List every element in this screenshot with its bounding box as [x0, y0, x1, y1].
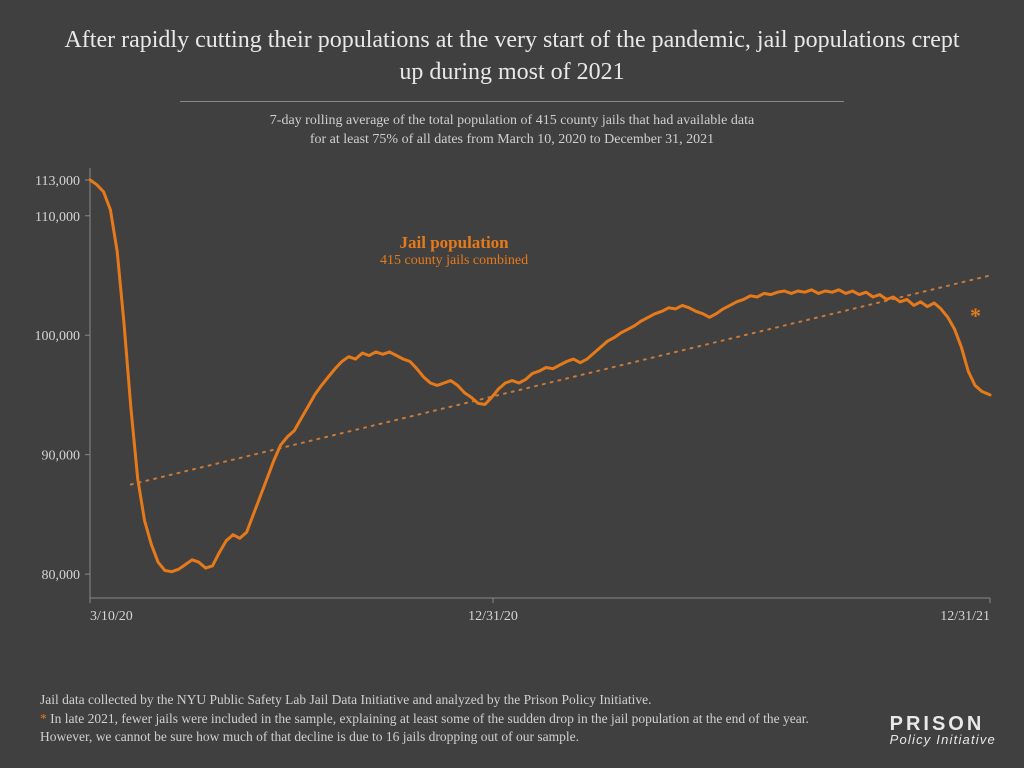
series-label: Jail population 415 county jails combine…	[380, 233, 528, 270]
chart-area: 80,000 90,000 100,000 110,000 113,000 3/10/20…	[0, 158, 1024, 648]
source-logo: PRISON Policy Initiative	[890, 715, 996, 746]
title-divider	[180, 101, 844, 102]
footer-notes: Jail data collected by the NYU Public Sa…	[40, 691, 840, 746]
footer-line-2: In late 2021, fewer jails were included …	[40, 711, 809, 744]
chart-subtitle: 7-day rolling average of the total popul…	[0, 112, 1024, 158]
svg-text:113,000: 113,000	[35, 174, 80, 189]
chart-title: After rapidly cutting their populations …	[0, 0, 1024, 101]
svg-text:90,000: 90,000	[42, 448, 81, 463]
logo-line-1: PRISON	[890, 715, 996, 734]
subtitle-line-2: for at least 75% of all dates from March…	[310, 132, 714, 147]
svg-text:12/31/21: 12/31/21	[940, 609, 990, 624]
svg-text:12/31/20: 12/31/20	[468, 609, 518, 624]
svg-text:100,000: 100,000	[35, 329, 81, 344]
asterisk-marker: *	[970, 303, 981, 329]
footer-line-1: Jail data collected by the NYU Public Sa…	[40, 692, 651, 707]
footnote-asterisk-icon: *	[40, 711, 47, 726]
series-label-main: Jail population	[400, 233, 509, 252]
logo-line-2: Policy Initiative	[890, 734, 996, 746]
line-chart-svg: 80,000 90,000 100,000 110,000 113,000 3/10/20…	[0, 158, 1024, 648]
series-label-sub: 415 county jails combined	[380, 253, 528, 270]
subtitle-line-1: 7-day rolling average of the total popul…	[270, 113, 754, 128]
svg-text:110,000: 110,000	[35, 209, 80, 224]
svg-text:3/10/20: 3/10/20	[90, 609, 133, 624]
svg-text:80,000: 80,000	[42, 568, 81, 583]
